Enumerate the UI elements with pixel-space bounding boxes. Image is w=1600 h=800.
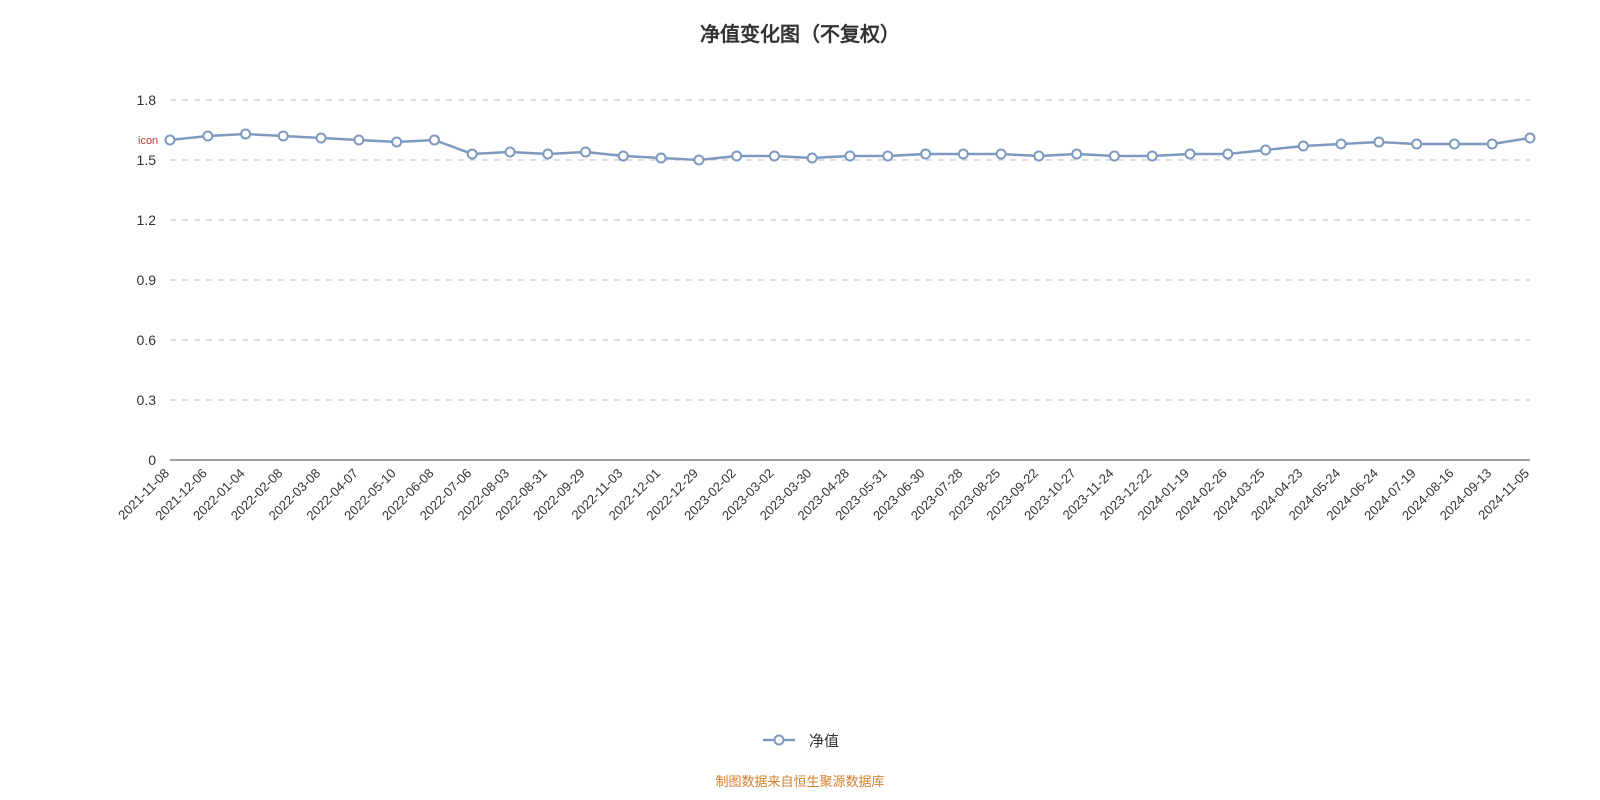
svg-text:1.2: 1.2	[137, 212, 157, 228]
legend-label: 净值	[809, 730, 839, 751]
svg-text:icon: icon	[138, 135, 158, 147]
footer-text: 制图数据来自恒生聚源数据库	[715, 774, 884, 789]
svg-text:0.9: 0.9	[137, 272, 157, 288]
svg-text:0: 0	[148, 452, 156, 468]
svg-text:1.5: 1.5	[137, 152, 157, 168]
chart-legend: 净值	[0, 730, 1600, 753]
legend-marker-icon	[761, 732, 801, 748]
svg-text:0.6: 0.6	[137, 332, 157, 348]
line-chart-svg: 00.30.60.91.21.51.82021-11-082021-12-062…	[0, 0, 1600, 800]
legend-item: 净值	[761, 730, 839, 751]
svg-text:0.3: 0.3	[137, 392, 157, 408]
chart-footer: 制图数据来自恒生聚源数据库	[0, 771, 1600, 790]
chart-container: 净值变化图（不复权） 00.30.60.91.21.51.82021-11-08…	[0, 0, 1600, 800]
svg-text:1.8: 1.8	[137, 92, 157, 108]
